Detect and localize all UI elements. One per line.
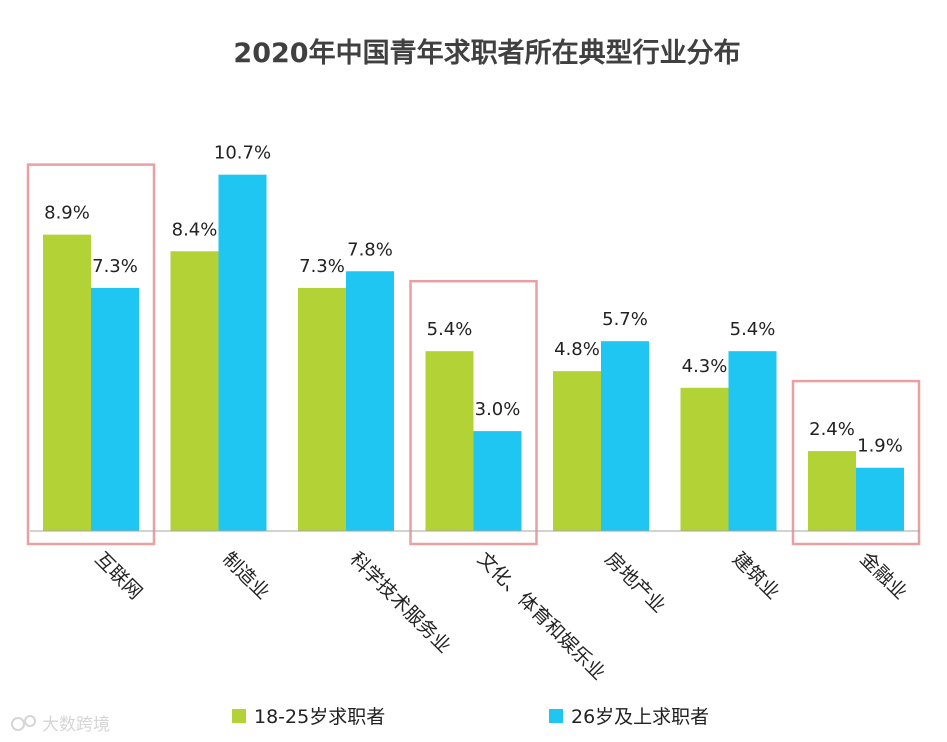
category-label-0: 互联网 [90, 548, 146, 604]
chart-title: 2020年中国青年求职者所在典型行业分布 [233, 37, 740, 69]
highlight-box-3 [409, 279, 538, 546]
data-label-18-25-2: 7.3% [299, 256, 345, 277]
bar-18-25-5 [680, 387, 729, 531]
legend-swatch-18-25 [232, 709, 246, 723]
bar-18-25-4 [553, 371, 601, 531]
bar-26-plus-3 [473, 431, 522, 531]
bar-18-25-3 [425, 351, 474, 531]
data-label-18-25-1: 8.4% [172, 219, 218, 240]
watermark-logo-icon [24, 715, 36, 727]
legend-swatch-26-plus [549, 709, 563, 723]
bar-group [43, 174, 904, 531]
legend-label-26-plus: 26岁及上求职者 [571, 706, 709, 728]
category-label-2: 科学技术服务业 [345, 548, 455, 658]
data-label-18-25-6: 2.4% [809, 419, 855, 440]
bar-26-plus-2 [346, 271, 394, 531]
bar-18-25-1 [170, 251, 219, 531]
data-label-26-plus-1: 10.7% [214, 143, 271, 164]
category-label-6: 金融业 [855, 548, 911, 604]
data-label-26-plus-2: 7.8% [347, 239, 393, 260]
value-labels: 8.9%7.3%8.4%10.7%7.3%7.8%5.4%3.0%4.8%5.7… [44, 143, 903, 457]
category-label-3: 文化、体育和娱乐业 [473, 548, 609, 684]
data-label-26-plus-3: 3.0% [475, 399, 521, 420]
bar-18-25-2 [298, 287, 346, 531]
bar-26-plus-0 [91, 287, 139, 531]
category-label-5: 建筑业 [728, 548, 784, 604]
data-label-18-25-3: 5.4% [427, 319, 473, 340]
data-label-26-plus-4: 5.7% [602, 309, 648, 330]
data-label-26-plus-0: 7.3% [92, 256, 138, 277]
bar-26-plus-6 [856, 467, 904, 531]
watermark-logo-icon [11, 717, 25, 731]
data-label-18-25-0: 8.9% [44, 203, 90, 224]
category-label-1: 制造业 [218, 548, 274, 604]
bar-18-25-0 [43, 234, 91, 531]
highlight-box-0 [26, 163, 156, 546]
watermark: 大数跨境 [11, 715, 110, 735]
watermark-text: 大数跨境 [42, 715, 110, 735]
legend-label-18-25: 18-25岁求职者 [254, 706, 385, 728]
bar-26-plus-1 [218, 174, 267, 531]
highlight-box-6 [791, 379, 921, 546]
data-label-26-plus-6: 1.9% [857, 436, 903, 457]
data-label-26-plus-5: 5.4% [730, 319, 776, 340]
bar-26-plus-4 [601, 341, 649, 531]
bar-18-25-6 [808, 451, 856, 531]
data-label-18-25-4: 4.8% [554, 339, 600, 360]
legend: 18-25岁求职者 26岁及上求职者 [232, 706, 709, 728]
highlight-boxes [26, 163, 921, 546]
data-label-18-25-5: 4.3% [682, 356, 728, 377]
category-label-4: 房地产业 [600, 548, 669, 617]
bar-26-plus-5 [728, 351, 777, 531]
